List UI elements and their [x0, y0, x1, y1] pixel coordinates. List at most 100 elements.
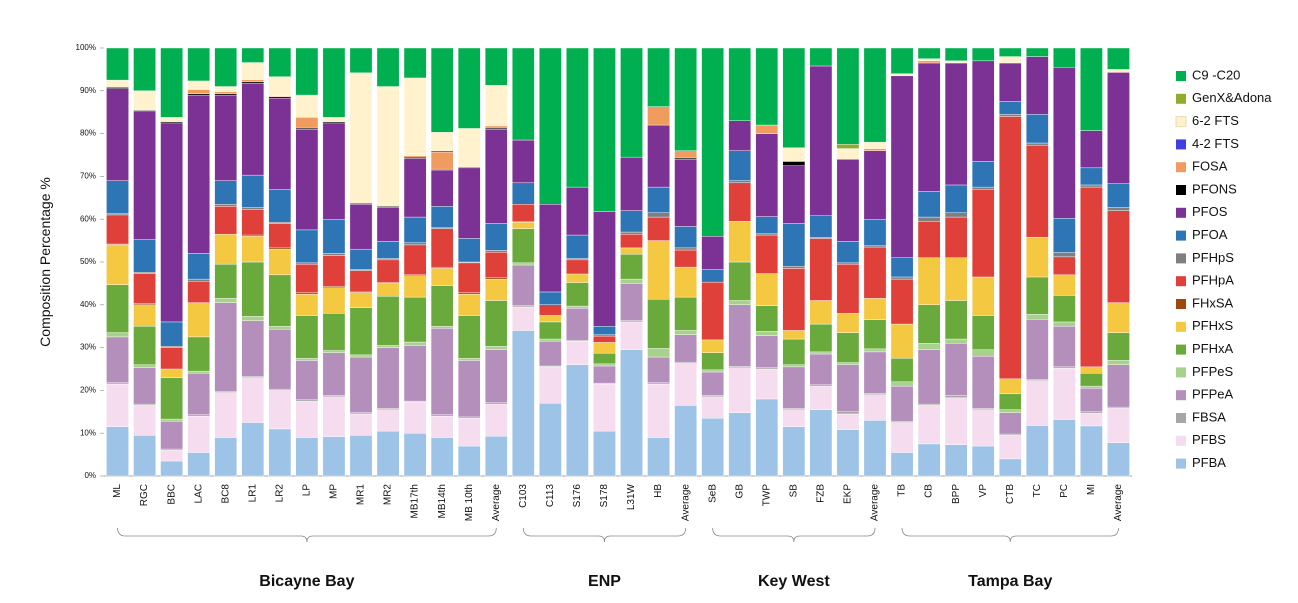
bar-segment: [268, 390, 292, 430]
x-tick-label: ML: [112, 484, 123, 498]
bar-segment: [566, 340, 589, 365]
bar-segment: [457, 128, 481, 168]
bar-segment: [674, 249, 697, 268]
bar-segment: [809, 351, 833, 355]
bar-segment: [295, 117, 319, 129]
bar-segment: [917, 191, 941, 218]
bar-segment: [295, 94, 319, 118]
bar-segment: [295, 315, 319, 359]
bar-segment: [755, 234, 779, 274]
bar-segment: [674, 296, 697, 331]
bar-segment: [349, 435, 373, 477]
legend-label: 6-2 FTS: [1192, 113, 1239, 128]
x-tick-label: MR1: [356, 484, 367, 506]
group-bracket: [901, 527, 1119, 543]
bar-segment: [944, 444, 968, 477]
bar-segment: [647, 47, 670, 107]
bar-segment: [539, 291, 562, 305]
bar-segment: [620, 47, 643, 158]
bar-segment: [971, 189, 995, 278]
bar-segment: [755, 273, 779, 306]
y-tick-label: 50%: [80, 257, 96, 266]
bar-segment: [241, 236, 265, 263]
bar-segment: [376, 241, 400, 259]
bar-segment: [809, 323, 833, 353]
bar-segment: [701, 281, 724, 341]
bar-segment: [755, 216, 779, 234]
bar-segment: [512, 47, 535, 141]
bar-segment: [133, 364, 156, 368]
bar-segment: [998, 458, 1022, 477]
bar-segment: [593, 326, 616, 335]
x-tick-label: BPP: [951, 484, 962, 504]
bar-segment: [512, 330, 535, 477]
bar-segment: [917, 343, 941, 350]
bar-segment: [863, 298, 887, 320]
bar-segment: [295, 263, 319, 294]
x-tick-label: MB17th: [410, 484, 421, 518]
bar-segment: [971, 445, 995, 477]
bar-segment: [268, 328, 292, 390]
bar-segment: [566, 364, 589, 477]
bar-segment: [106, 244, 129, 285]
bar-segment: [836, 148, 860, 160]
bar-segment: [809, 353, 833, 386]
bar-segment: [187, 80, 210, 90]
bar-segment: [566, 305, 589, 309]
bar-segment: [349, 72, 373, 204]
bar-segment: [403, 296, 427, 343]
bar-segment: [944, 397, 968, 445]
bar-segment: [1107, 442, 1130, 477]
legend-swatch: [1176, 276, 1186, 287]
legend-label: PFONS: [1192, 181, 1237, 196]
bar-segment: [890, 381, 914, 387]
bar-segment: [863, 351, 887, 394]
legend-label: C9 -C20: [1192, 67, 1240, 82]
legend-swatch: [1176, 299, 1186, 309]
y-tick-label: 10%: [80, 428, 96, 437]
bar-segment: [674, 159, 697, 227]
x-tick-label: TWP: [761, 484, 772, 507]
bar-segment: [106, 88, 129, 181]
x-tick-label: VP: [978, 484, 989, 498]
bar-segment: [755, 305, 779, 332]
bar-segment: [403, 401, 427, 434]
bar-segment: [782, 364, 806, 368]
bar-segment: [755, 331, 779, 336]
y-tick-label: 0%: [84, 471, 96, 480]
bar-segment: [457, 358, 481, 361]
bar-segment: [187, 373, 210, 415]
bar-segment: [187, 47, 210, 82]
bar-segment: [620, 210, 643, 233]
x-tick-label: SB: [788, 484, 799, 498]
bar-segment: [349, 356, 373, 413]
bar-segment: [728, 261, 752, 301]
bar-segment: [106, 79, 129, 87]
bar-segment: [755, 335, 779, 368]
bar-segment: [322, 352, 346, 396]
bar-segment: [430, 415, 454, 438]
bar-segment: [214, 86, 238, 92]
x-tick-label: LR2: [274, 484, 285, 503]
bar-segment: [782, 366, 806, 409]
bar-segment: [782, 161, 806, 166]
x-tick-label: EKP: [843, 484, 854, 504]
bar-segment: [1026, 144, 1049, 238]
bar-segment: [187, 281, 210, 303]
x-tick-label: L31W: [626, 483, 637, 510]
bar-segment: [998, 114, 1022, 117]
bar-segment: [403, 216, 427, 243]
bar-segment: [187, 415, 210, 453]
bar-segment: [349, 270, 373, 293]
bar-segment: [484, 47, 508, 86]
bar-segment: [106, 383, 129, 427]
bar-segment: [782, 165, 806, 224]
x-tick-label: Average: [680, 484, 691, 522]
bar-segment: [484, 125, 508, 129]
x-tick-label: TC: [1032, 484, 1043, 497]
bar-segment: [701, 418, 724, 477]
bar-segment: [863, 148, 887, 151]
bar-segment: [998, 101, 1022, 115]
bar-segment: [376, 283, 400, 297]
bar-segment: [809, 300, 833, 325]
